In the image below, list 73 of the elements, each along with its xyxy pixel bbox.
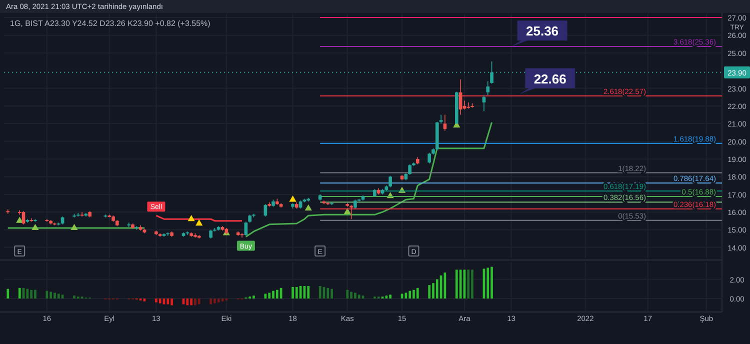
- bar: [210, 298, 212, 304]
- candlestick: [240, 232, 244, 238]
- bar: [214, 298, 216, 304]
- bar: [166, 298, 170, 304]
- bar: [490, 266, 493, 299]
- candlestick: [244, 221, 248, 236]
- bar: [358, 294, 360, 299]
- bar: [467, 270, 470, 299]
- bar: [389, 294, 392, 299]
- bar: [6, 288, 10, 299]
- point: [196, 219, 203, 226]
- bar: [416, 288, 419, 299]
- bar: [292, 286, 294, 299]
- point: [188, 214, 195, 222]
- text: 1G, BIST A23.30 Y24.52 D23.26 K23.90 +0.82 (+3.55%): [10, 19, 211, 28]
- candlestick: [388, 175, 392, 188]
- bar: [217, 298, 220, 302]
- bar: [18, 288, 21, 299]
- bar: [158, 298, 162, 304]
- point: [344, 208, 351, 214]
- bar: [30, 290, 32, 299]
- point: [70, 224, 78, 230]
- bar: [486, 268, 490, 299]
- bar: [268, 292, 271, 299]
- bar: [26, 288, 29, 299]
- candlestick: [104, 214, 108, 218]
- bar: [186, 298, 189, 306]
- bar: [54, 292, 56, 299]
- bar: [272, 290, 274, 299]
- candlestick: [166, 232, 170, 236]
- bar: [346, 290, 349, 299]
- bar: [432, 283, 434, 299]
- bar: [307, 286, 310, 299]
- bar: [471, 270, 474, 299]
- bar: [170, 298, 173, 306]
- candlestick: [76, 212, 80, 217]
- bar: [354, 292, 356, 299]
- candlestick: [127, 222, 131, 228]
- bar: [50, 292, 52, 299]
- candlestick: [80, 212, 84, 217]
- candlestick: [186, 231, 190, 236]
- bar: [194, 298, 196, 306]
- bar: [34, 290, 36, 299]
- bar: [276, 290, 278, 299]
- bar: [412, 290, 415, 299]
- candlestick: [350, 204, 353, 220]
- candlestick: [428, 152, 431, 164]
- bar: [190, 298, 192, 306]
- candlestick: [466, 102, 470, 109]
- bar: [252, 296, 255, 299]
- candlestick: [45, 218, 49, 222]
- bar: [198, 298, 200, 304]
- candlestick: [443, 114, 447, 132]
- bar: [408, 290, 411, 299]
- bar: [428, 285, 431, 299]
- point: [304, 204, 312, 211]
- bar: [330, 288, 333, 299]
- candlestick: [6, 208, 10, 214]
- bar: [73, 296, 76, 299]
- bar: [350, 292, 352, 299]
- candlestick: [482, 94, 486, 112]
- point: [32, 224, 39, 230]
- bar: [385, 296, 388, 299]
- bar: [295, 286, 298, 299]
- bar: [57, 294, 60, 299]
- bar: [155, 298, 158, 302]
- point: [289, 196, 296, 202]
- bar: [436, 279, 438, 299]
- annotation: 22.66: [534, 71, 566, 86]
- bar: [455, 270, 458, 299]
- candlestick: [22, 210, 26, 225]
- annotation: 25.36: [526, 24, 559, 39]
- bar: [326, 288, 330, 299]
